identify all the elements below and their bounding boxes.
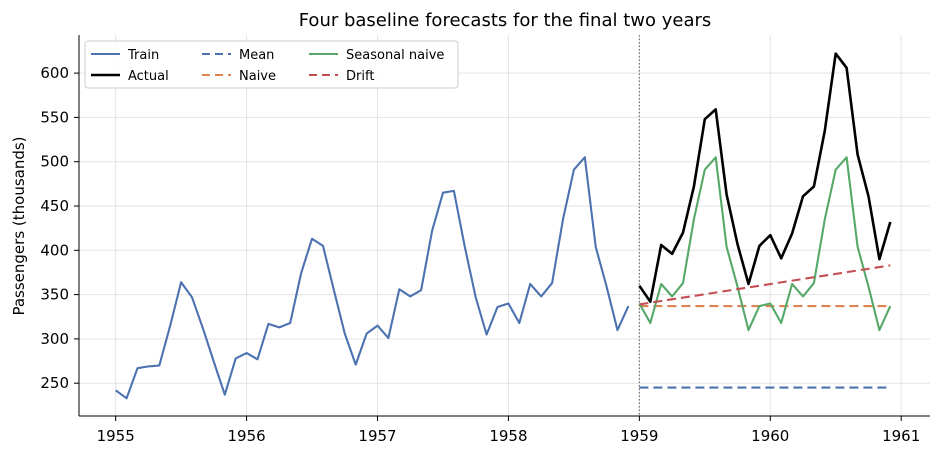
chart-title: Four baseline forecasts for the final tw… — [299, 10, 712, 31]
y-tick-label: 250 — [40, 374, 69, 392]
y-tick-label: 400 — [40, 241, 69, 259]
y-tick-label: 450 — [40, 197, 69, 215]
x-tick-label: 1957 — [358, 427, 396, 445]
x-tick-label: 1961 — [882, 427, 920, 445]
legend-label-mean: Mean — [239, 48, 274, 63]
legend-label-seasonal-naive: Seasonal naive — [346, 48, 444, 63]
x-tick-label: 1958 — [489, 427, 527, 445]
x-tick-label: 1959 — [620, 427, 658, 445]
ticks: 1955 1956 1957 1958 1959 1960 1961 250 300 350 400… — [40, 64, 920, 445]
legend-label-train: Train — [127, 48, 159, 63]
y-tick-label: 500 — [40, 153, 69, 171]
legend-label-drift: Drift — [346, 69, 374, 84]
x-tick-label: 1960 — [751, 427, 789, 445]
legend: Train Actual Mean Naive Seasonal naive Drift — [84, 40, 459, 89]
legend-label-actual: Actual — [128, 69, 169, 84]
legend-label-naive: Naive — [239, 69, 276, 84]
series-line-drift — [639, 264, 891, 306]
y-tick-label: 350 — [40, 286, 69, 304]
x-tick-label: 1956 — [227, 427, 265, 445]
x-tick-label: 1955 — [97, 427, 135, 445]
legend-box — [84, 40, 459, 89]
y-tick-label: 300 — [40, 330, 69, 348]
series-line-train — [115, 156, 630, 400]
series-line-actual — [638, 52, 892, 304]
series-line-seasonal-naive — [638, 156, 892, 332]
y-tick-label: 550 — [40, 108, 69, 126]
axes — [78, 35, 930, 417]
plot-lines — [115, 35, 892, 416]
y-axis-label: Passengers (thousands) — [10, 136, 28, 315]
y-tick-label: 600 — [40, 64, 69, 82]
